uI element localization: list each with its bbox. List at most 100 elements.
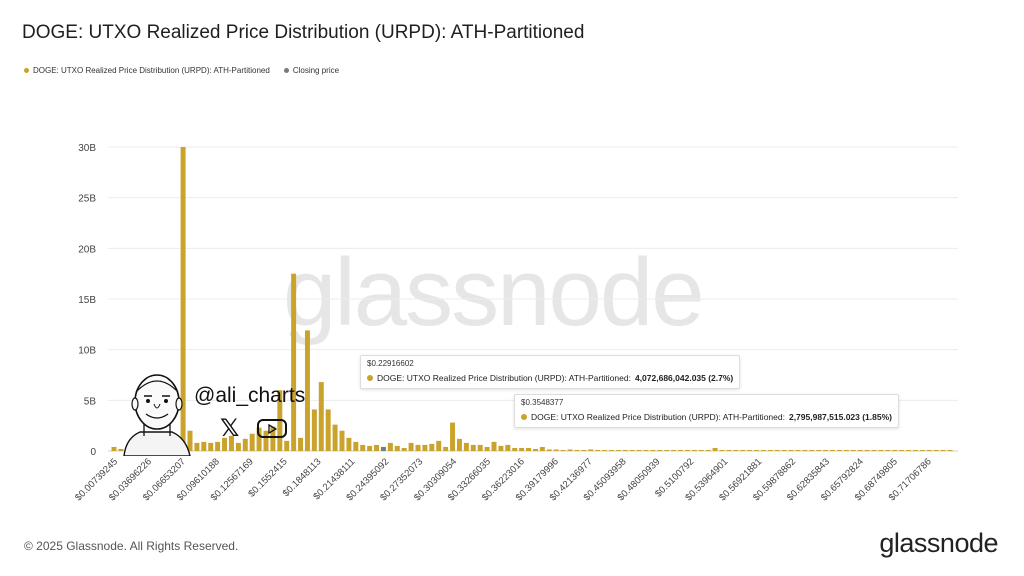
- bar[interactable]: [498, 445, 504, 451]
- bar[interactable]: [615, 449, 621, 451]
- bar[interactable]: [546, 449, 552, 451]
- bar[interactable]: [346, 437, 352, 451]
- bar[interactable]: [291, 273, 297, 451]
- bar[interactable]: [836, 449, 842, 451]
- bar[interactable]: [553, 449, 559, 451]
- bar[interactable]: [754, 449, 760, 451]
- bar[interactable]: [581, 449, 587, 451]
- bar[interactable]: [816, 449, 822, 451]
- bar[interactable]: [208, 442, 214, 451]
- bar[interactable]: [622, 449, 628, 451]
- bar[interactable]: [912, 449, 918, 451]
- bar[interactable]: [595, 449, 601, 451]
- bar[interactable]: [747, 449, 753, 451]
- bar[interactable]: [422, 444, 428, 451]
- legend-item-urpd[interactable]: DOGE: UTXO Realized Price Distribution (…: [24, 66, 270, 75]
- bar[interactable]: [526, 447, 532, 451]
- glassnode-logo[interactable]: glassnode: [879, 528, 998, 558]
- bar[interactable]: [906, 449, 912, 451]
- bar[interactable]: [436, 440, 442, 451]
- bar[interactable]: [684, 449, 690, 451]
- bar[interactable]: [823, 449, 829, 451]
- bar[interactable]: [332, 424, 338, 451]
- bar[interactable]: [215, 441, 221, 451]
- bar[interactable]: [809, 449, 815, 451]
- bar[interactable]: [588, 449, 594, 451]
- bar[interactable]: [249, 433, 255, 451]
- bar[interactable]: [726, 449, 732, 451]
- bar[interactable]: [318, 382, 324, 451]
- legend-item-closing-price[interactable]: Closing price: [283, 66, 339, 75]
- bar[interactable]: [926, 449, 932, 451]
- bar[interactable]: [795, 449, 801, 451]
- bar[interactable]: [394, 445, 400, 451]
- bar[interactable]: [353, 441, 359, 451]
- bar[interactable]: [664, 449, 670, 451]
- bar[interactable]: [885, 449, 891, 451]
- bar[interactable]: [180, 147, 186, 451]
- bar[interactable]: [691, 449, 697, 451]
- bar[interactable]: [608, 449, 614, 451]
- bar[interactable]: [470, 444, 476, 451]
- bar[interactable]: [374, 444, 380, 451]
- closing-price-bar[interactable]: [380, 446, 386, 451]
- bar[interactable]: [484, 446, 490, 451]
- bar[interactable]: [636, 449, 642, 451]
- bar[interactable]: [325, 409, 331, 451]
- bar[interactable]: [456, 438, 462, 451]
- bar[interactable]: [629, 449, 635, 451]
- bar[interactable]: [947, 449, 953, 451]
- bar[interactable]: [567, 449, 573, 451]
- bar[interactable]: [187, 430, 193, 451]
- bar[interactable]: [311, 409, 317, 451]
- bar[interactable]: [360, 444, 366, 451]
- bar[interactable]: [367, 445, 373, 451]
- bar[interactable]: [864, 449, 870, 451]
- bar[interactable]: [760, 449, 766, 451]
- bar[interactable]: [802, 449, 808, 451]
- bar[interactable]: [111, 446, 117, 451]
- bar[interactable]: [560, 449, 566, 451]
- bar[interactable]: [850, 449, 856, 451]
- bar[interactable]: [298, 437, 304, 451]
- bar[interactable]: [678, 449, 684, 451]
- bar[interactable]: [235, 442, 241, 451]
- bar[interactable]: [933, 449, 939, 451]
- bar[interactable]: [263, 430, 269, 451]
- bar[interactable]: [194, 442, 200, 451]
- bar[interactable]: [270, 426, 276, 451]
- bar[interactable]: [712, 447, 718, 451]
- bar[interactable]: [242, 438, 248, 451]
- bar[interactable]: [443, 446, 449, 451]
- bar[interactable]: [698, 449, 704, 451]
- bar[interactable]: [387, 442, 393, 451]
- bar[interactable]: [767, 449, 773, 451]
- bar[interactable]: [657, 449, 663, 451]
- bar[interactable]: [857, 449, 863, 451]
- bar[interactable]: [512, 447, 518, 451]
- bar[interactable]: [871, 449, 877, 451]
- bar[interactable]: [477, 444, 483, 451]
- bar[interactable]: [450, 422, 456, 451]
- bar[interactable]: [519, 447, 525, 451]
- bar[interactable]: [284, 440, 290, 451]
- bar[interactable]: [740, 449, 746, 451]
- bar[interactable]: [491, 441, 497, 451]
- bar[interactable]: [781, 449, 787, 451]
- bar[interactable]: [733, 449, 739, 451]
- bar[interactable]: [843, 449, 849, 451]
- bar[interactable]: [878, 449, 884, 451]
- bar[interactable]: [643, 449, 649, 451]
- bar[interactable]: [719, 449, 725, 451]
- bar[interactable]: [892, 449, 898, 451]
- bar[interactable]: [408, 442, 414, 451]
- bar[interactable]: [830, 449, 836, 451]
- bar[interactable]: [201, 441, 207, 451]
- bar[interactable]: [705, 449, 711, 451]
- bar[interactable]: [532, 448, 538, 451]
- bar[interactable]: [463, 442, 469, 451]
- bar[interactable]: [574, 449, 580, 451]
- bar[interactable]: [539, 446, 545, 451]
- bar[interactable]: [429, 443, 435, 451]
- bar[interactable]: [940, 449, 946, 451]
